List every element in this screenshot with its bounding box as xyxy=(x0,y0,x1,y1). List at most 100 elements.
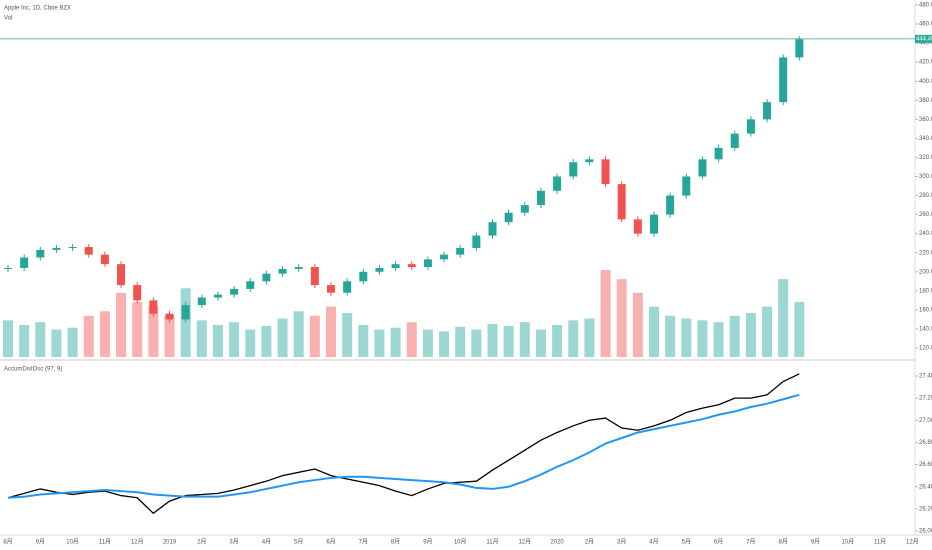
candle xyxy=(650,214,658,234)
candle xyxy=(553,176,562,191)
volume-bar xyxy=(116,292,127,357)
volume-bar xyxy=(99,311,110,357)
y-tick-label: 240.00 xyxy=(919,231,932,237)
y-tick-label: 26.60 xyxy=(919,462,932,468)
candle xyxy=(230,288,239,295)
candle xyxy=(714,147,723,160)
volume-bar xyxy=(132,302,143,357)
candle xyxy=(117,264,126,286)
y-tick-label: 140.00 xyxy=(919,327,932,333)
volume-bar xyxy=(729,315,740,357)
candle xyxy=(633,219,642,234)
volume-bar xyxy=(309,315,320,357)
last-price-box xyxy=(915,34,932,43)
volume-bar xyxy=(164,315,175,357)
candle xyxy=(698,159,707,177)
candle xyxy=(746,119,755,134)
candle xyxy=(617,184,626,220)
volume-bar xyxy=(422,329,433,357)
y-tick-label: 380.00 xyxy=(919,98,932,104)
candle xyxy=(278,268,287,274)
candle xyxy=(4,267,12,269)
volume-bar xyxy=(358,324,369,357)
volume-bar xyxy=(762,306,773,357)
candle xyxy=(730,133,739,148)
volume-bar xyxy=(535,329,546,357)
candle xyxy=(327,285,335,293)
x-tick-label: 4月 xyxy=(649,539,658,546)
last-price-label: 444.45 xyxy=(916,36,932,42)
x-tick-label: 8月 xyxy=(3,539,12,546)
volume-bar xyxy=(212,324,223,357)
x-tick-label: 2019 xyxy=(163,540,177,546)
y-tick-label: 280.00 xyxy=(919,193,932,199)
candle xyxy=(763,102,772,120)
candle xyxy=(472,235,481,248)
y-tick-label: 400.00 xyxy=(919,79,932,85)
x-tick-label: 11月 xyxy=(874,539,886,546)
x-tick-label: 6月 xyxy=(714,539,723,546)
candle xyxy=(779,57,788,103)
y-tick-label: 320.00 xyxy=(919,155,932,161)
y-tick-label: 480.00 xyxy=(919,3,932,9)
candle xyxy=(262,273,271,282)
volume-bar xyxy=(794,302,805,357)
y-tick-label: 300.00 xyxy=(919,174,932,180)
indicator-title: AccumDistOsc (97, 9) xyxy=(4,367,62,373)
volume-bar xyxy=(600,270,611,357)
volume-bar xyxy=(229,322,240,357)
candle xyxy=(520,205,529,213)
candle xyxy=(569,162,578,177)
x-tick-label: 12月 xyxy=(131,539,144,546)
volume-bar xyxy=(390,327,401,357)
x-tick-label: 11月 xyxy=(486,539,498,546)
candle xyxy=(488,222,497,236)
volume-bar xyxy=(632,292,643,357)
candle xyxy=(375,267,384,272)
candle xyxy=(36,249,45,258)
volume-bar xyxy=(487,324,498,357)
volume-bar xyxy=(471,329,482,357)
candle xyxy=(407,264,416,268)
volume-bar xyxy=(374,329,385,357)
candle xyxy=(601,159,610,185)
y-tick-label: 27.00 xyxy=(919,418,932,424)
candle xyxy=(795,39,804,58)
volume-bar xyxy=(245,329,256,357)
x-tick-label: 8月 xyxy=(779,539,788,546)
x-tick-label: 7月 xyxy=(746,539,755,546)
y-tick-label: 440.00 xyxy=(919,41,932,47)
candle xyxy=(149,300,158,314)
candle xyxy=(456,247,465,255)
x-tick-label: 5月 xyxy=(294,539,303,546)
candle xyxy=(585,159,594,163)
y-tick-label: 26.80 xyxy=(919,440,932,446)
candle xyxy=(294,267,303,269)
candle xyxy=(359,271,368,282)
volume-bar xyxy=(697,320,708,357)
candle xyxy=(440,254,449,260)
y-tick-label: 26.40 xyxy=(919,484,932,490)
candle xyxy=(246,281,255,289)
volume-bar xyxy=(778,279,789,357)
volume-bar xyxy=(277,318,288,357)
candle xyxy=(52,247,61,250)
volume-bar xyxy=(51,329,62,357)
x-tick-label: 5月 xyxy=(682,539,691,546)
volume-bar xyxy=(584,318,595,357)
x-tick-label: 2020 xyxy=(550,540,564,546)
volume-bar xyxy=(3,320,13,357)
volume-title: Vol xyxy=(4,16,12,22)
candle xyxy=(84,247,93,255)
x-tick-label: 11月 xyxy=(99,539,111,546)
x-tick-label: 9月 xyxy=(36,539,45,546)
volume-bar xyxy=(616,279,627,357)
candle xyxy=(423,259,432,268)
x-tick-label: 7月 xyxy=(359,539,368,546)
x-tick-label: 12月 xyxy=(518,539,531,546)
volume-bar xyxy=(552,324,563,357)
x-tick-label: 9月 xyxy=(423,539,432,546)
volume-bar xyxy=(519,322,530,357)
volume-bar xyxy=(19,324,30,357)
